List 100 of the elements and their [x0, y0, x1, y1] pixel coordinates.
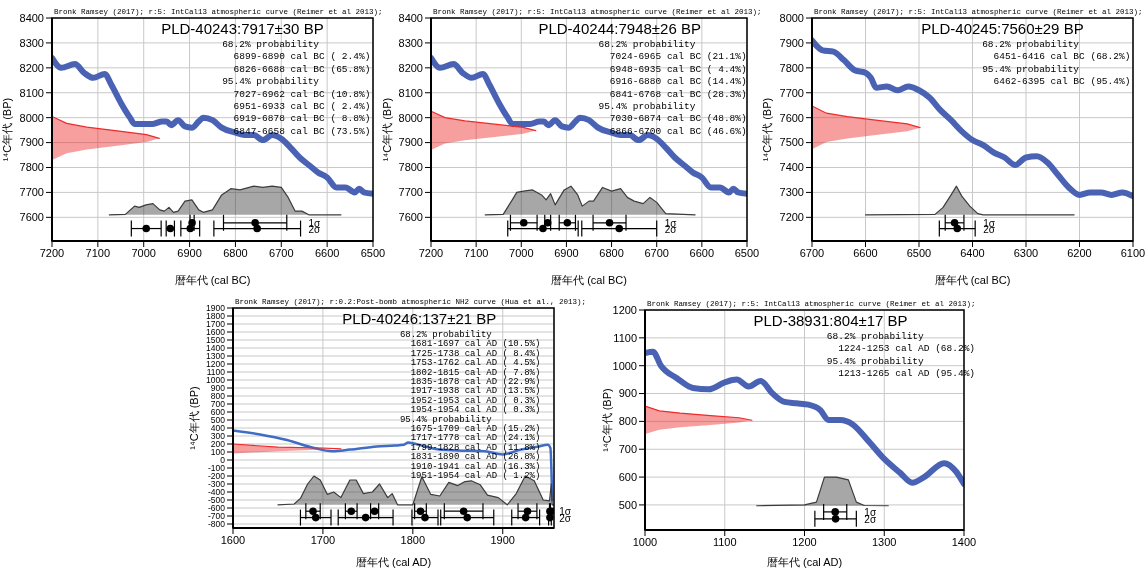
y-tick-label: 100 — [210, 447, 226, 458]
x-tick-label: 6300 — [1013, 246, 1039, 259]
x-tick-label: 6200 — [1067, 246, 1092, 259]
x-tick-label: 1700 — [310, 533, 336, 546]
y-axis-title: ¹⁴C年代 (BP) — [761, 97, 773, 162]
annotation: 6826-6688 cal BC (65.8%) — [222, 63, 371, 75]
annotation: 1681-1697 cal AD (10.5%) — [399, 339, 541, 350]
annotation: 6951-6933 cal BC ( 2.4%) — [222, 101, 371, 112]
x-tick-label: 1100 — [712, 535, 737, 548]
y-tick-label: -500 — [207, 495, 226, 506]
x-tick-label: 1300 — [872, 535, 897, 548]
annotation: 68.2% probability — [982, 39, 1080, 50]
x-tick-label: 6800 — [223, 246, 248, 259]
x-tick-label: 7200 — [418, 246, 444, 259]
y-tick-label: 7900 — [19, 136, 44, 149]
chart-title: PLD-40246:137±21 BP — [342, 310, 497, 327]
y-tick-label: 300 — [210, 431, 226, 442]
y-tick-label: 1100 — [613, 331, 637, 344]
annotation: 1954-1954 cal AD ( 0.3%) — [399, 405, 541, 416]
y-tick-label: 900 — [210, 383, 226, 394]
annotation: 1951-1954 cal AD ( 1.2%) — [399, 471, 541, 481]
y-tick-label: 8000 — [779, 11, 804, 24]
chart-title: PLD-38931:804±17 BP — [753, 312, 908, 329]
x-tick-label: 6800 — [599, 246, 624, 259]
y-tick-label: 600 — [618, 470, 637, 483]
x-tick-label: 7200 — [39, 246, 65, 259]
y-tick-label: -100 — [207, 463, 226, 474]
annotation: 6841-6768 cal BC (28.3%) — [598, 88, 747, 100]
y-tick-label: 800 — [618, 415, 637, 428]
annotation: 95.4% probability — [222, 76, 320, 88]
annotation: 1917-1938 cal AD (13.5%) — [399, 386, 541, 397]
y-tick-label: 7200 — [779, 211, 804, 224]
annotation: 68.2% probability — [399, 330, 493, 340]
y-axis-title: ¹⁴C年代 (BP) — [601, 388, 613, 452]
y-tick-label: 0 — [220, 455, 226, 466]
chart-title: PLD-40244:7948±26 BP — [538, 20, 701, 37]
y-tick-label: 1400 — [206, 343, 226, 354]
y-axis-title: ¹⁴C年代 (BP) — [1, 97, 13, 162]
y-tick-label: 7600 — [19, 211, 44, 224]
chart-title: PLD-40243:7917±30 BP — [161, 20, 324, 37]
annotation: 68.2% probability — [222, 39, 320, 50]
x-tick-label: 1200 — [792, 535, 817, 548]
y-tick-label: 700 — [210, 399, 226, 410]
annotation: 1910-1941 cal AD (16.3%) — [399, 461, 541, 472]
y-tick-label: 8000 — [19, 111, 44, 124]
y-tick-label: 1200 — [206, 359, 226, 370]
annotation: 1675-1709 cal AD (15.2%) — [399, 424, 541, 434]
chart-title: PLD-40245:7560±29 BP — [921, 20, 1084, 37]
y-axis-title: ¹⁴C年代 (BP) — [381, 97, 393, 162]
annotation: 95.4% probability — [399, 414, 493, 425]
y-tick-label: -800 — [207, 519, 226, 530]
x-axis-title: 暦年代 (cal AD) — [766, 556, 843, 568]
y-tick-label: 1700 — [206, 319, 226, 330]
y-tick-label: 7700 — [398, 186, 423, 199]
y-tick-label: 8200 — [19, 61, 44, 74]
y-tick-label: 500 — [210, 415, 226, 426]
x-tick-label: 1900 — [490, 533, 515, 546]
x-tick-label: 6600 — [853, 246, 878, 259]
y-tick-label: 7600 — [398, 211, 423, 224]
x-tick-label: 6500 — [734, 246, 760, 259]
y-tick-label: 7900 — [779, 36, 804, 49]
y-tick-label: 7400 — [779, 161, 804, 174]
y-tick-label: 1200 — [612, 303, 637, 316]
x-tick-label: 1000 — [632, 535, 658, 548]
y-tick-label: 1900 — [206, 303, 226, 314]
y-tick-label: 8000 — [398, 111, 423, 124]
annotation: 7024-6965 cal BC (21.1%) — [598, 51, 747, 63]
y-tick-label: 7600 — [779, 111, 804, 124]
annotation: 1952-1953 cal AD ( 0.3%) — [399, 395, 541, 406]
y-tick-label: 1100 — [206, 367, 226, 378]
y-tick-label: 7900 — [398, 136, 423, 149]
y-tick-label: 7700 — [779, 86, 804, 99]
y-tick-label: -300 — [207, 479, 226, 490]
y-tick-label: -700 — [207, 511, 226, 522]
y-tick-label: 8400 — [19, 11, 44, 24]
y-tick-label: 7800 — [19, 161, 44, 174]
x-tick-label: 7000 — [509, 246, 534, 259]
annotation: 6462-6395 cal BC (95.4%) — [982, 76, 1131, 88]
x-tick-label: 1600 — [220, 533, 246, 546]
x-tick-label: 1400 — [951, 535, 977, 548]
annotation: 1835-1878 cal AD (22.9%) — [399, 377, 541, 387]
annotation: 1717-1778 cal AD (24.1%) — [399, 433, 541, 444]
annotation: 95.4% probability — [982, 63, 1080, 75]
x-axis-title: 暦年代 (cal BC) — [934, 274, 1011, 286]
annotation: 6948-6935 cal BC ( 4.4%) — [598, 63, 747, 75]
y-tick-label: 200 — [210, 439, 226, 450]
x-axis-title: 暦年代 (cal AD) — [355, 556, 432, 568]
x-tick-label: 7000 — [131, 246, 156, 259]
x-tick-label: 6900 — [554, 246, 579, 259]
y-tick-label: 500 — [618, 498, 637, 511]
annotation: 6919-6878 cal BC ( 8.8%) — [222, 113, 371, 125]
y-tick-label: 7800 — [779, 61, 804, 74]
y-tick-label: 7300 — [779, 186, 804, 199]
x-tick-label: 6100 — [1120, 246, 1146, 259]
y-tick-label: 8400 — [398, 11, 423, 24]
annotation: 6916-6880 cal BC (14.4%) — [598, 76, 747, 88]
x-tick-label: 7100 — [463, 246, 489, 259]
x-tick-label: 7100 — [85, 246, 111, 259]
x-tick-label: 6700 — [799, 246, 825, 259]
x-tick-label: 6900 — [177, 246, 202, 259]
